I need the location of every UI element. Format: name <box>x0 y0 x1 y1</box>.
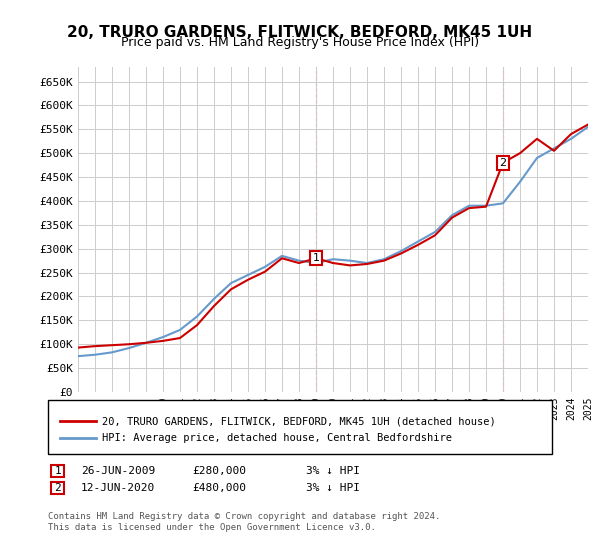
Text: 20, TRURO GARDENS, FLITWICK, BEDFORD, MK45 1UH (detached house): 20, TRURO GARDENS, FLITWICK, BEDFORD, MK… <box>102 416 496 426</box>
Text: Price paid vs. HM Land Registry's House Price Index (HPI): Price paid vs. HM Land Registry's House … <box>121 36 479 49</box>
Text: 1: 1 <box>313 253 320 263</box>
Text: 12-JUN-2020: 12-JUN-2020 <box>81 483 155 493</box>
Text: Contains HM Land Registry data © Crown copyright and database right 2024.
This d: Contains HM Land Registry data © Crown c… <box>48 512 440 532</box>
Text: 26-JUN-2009: 26-JUN-2009 <box>81 466 155 476</box>
Text: HPI: Average price, detached house, Central Bedfordshire: HPI: Average price, detached house, Cent… <box>102 433 452 443</box>
Text: 3% ↓ HPI: 3% ↓ HPI <box>306 483 360 493</box>
Text: £280,000: £280,000 <box>192 466 246 476</box>
Text: 2: 2 <box>54 483 61 493</box>
Text: 3% ↓ HPI: 3% ↓ HPI <box>306 466 360 476</box>
Text: 2: 2 <box>499 158 506 168</box>
Text: £480,000: £480,000 <box>192 483 246 493</box>
Text: 1: 1 <box>54 466 61 476</box>
Text: 20, TRURO GARDENS, FLITWICK, BEDFORD, MK45 1UH: 20, TRURO GARDENS, FLITWICK, BEDFORD, MK… <box>67 25 533 40</box>
